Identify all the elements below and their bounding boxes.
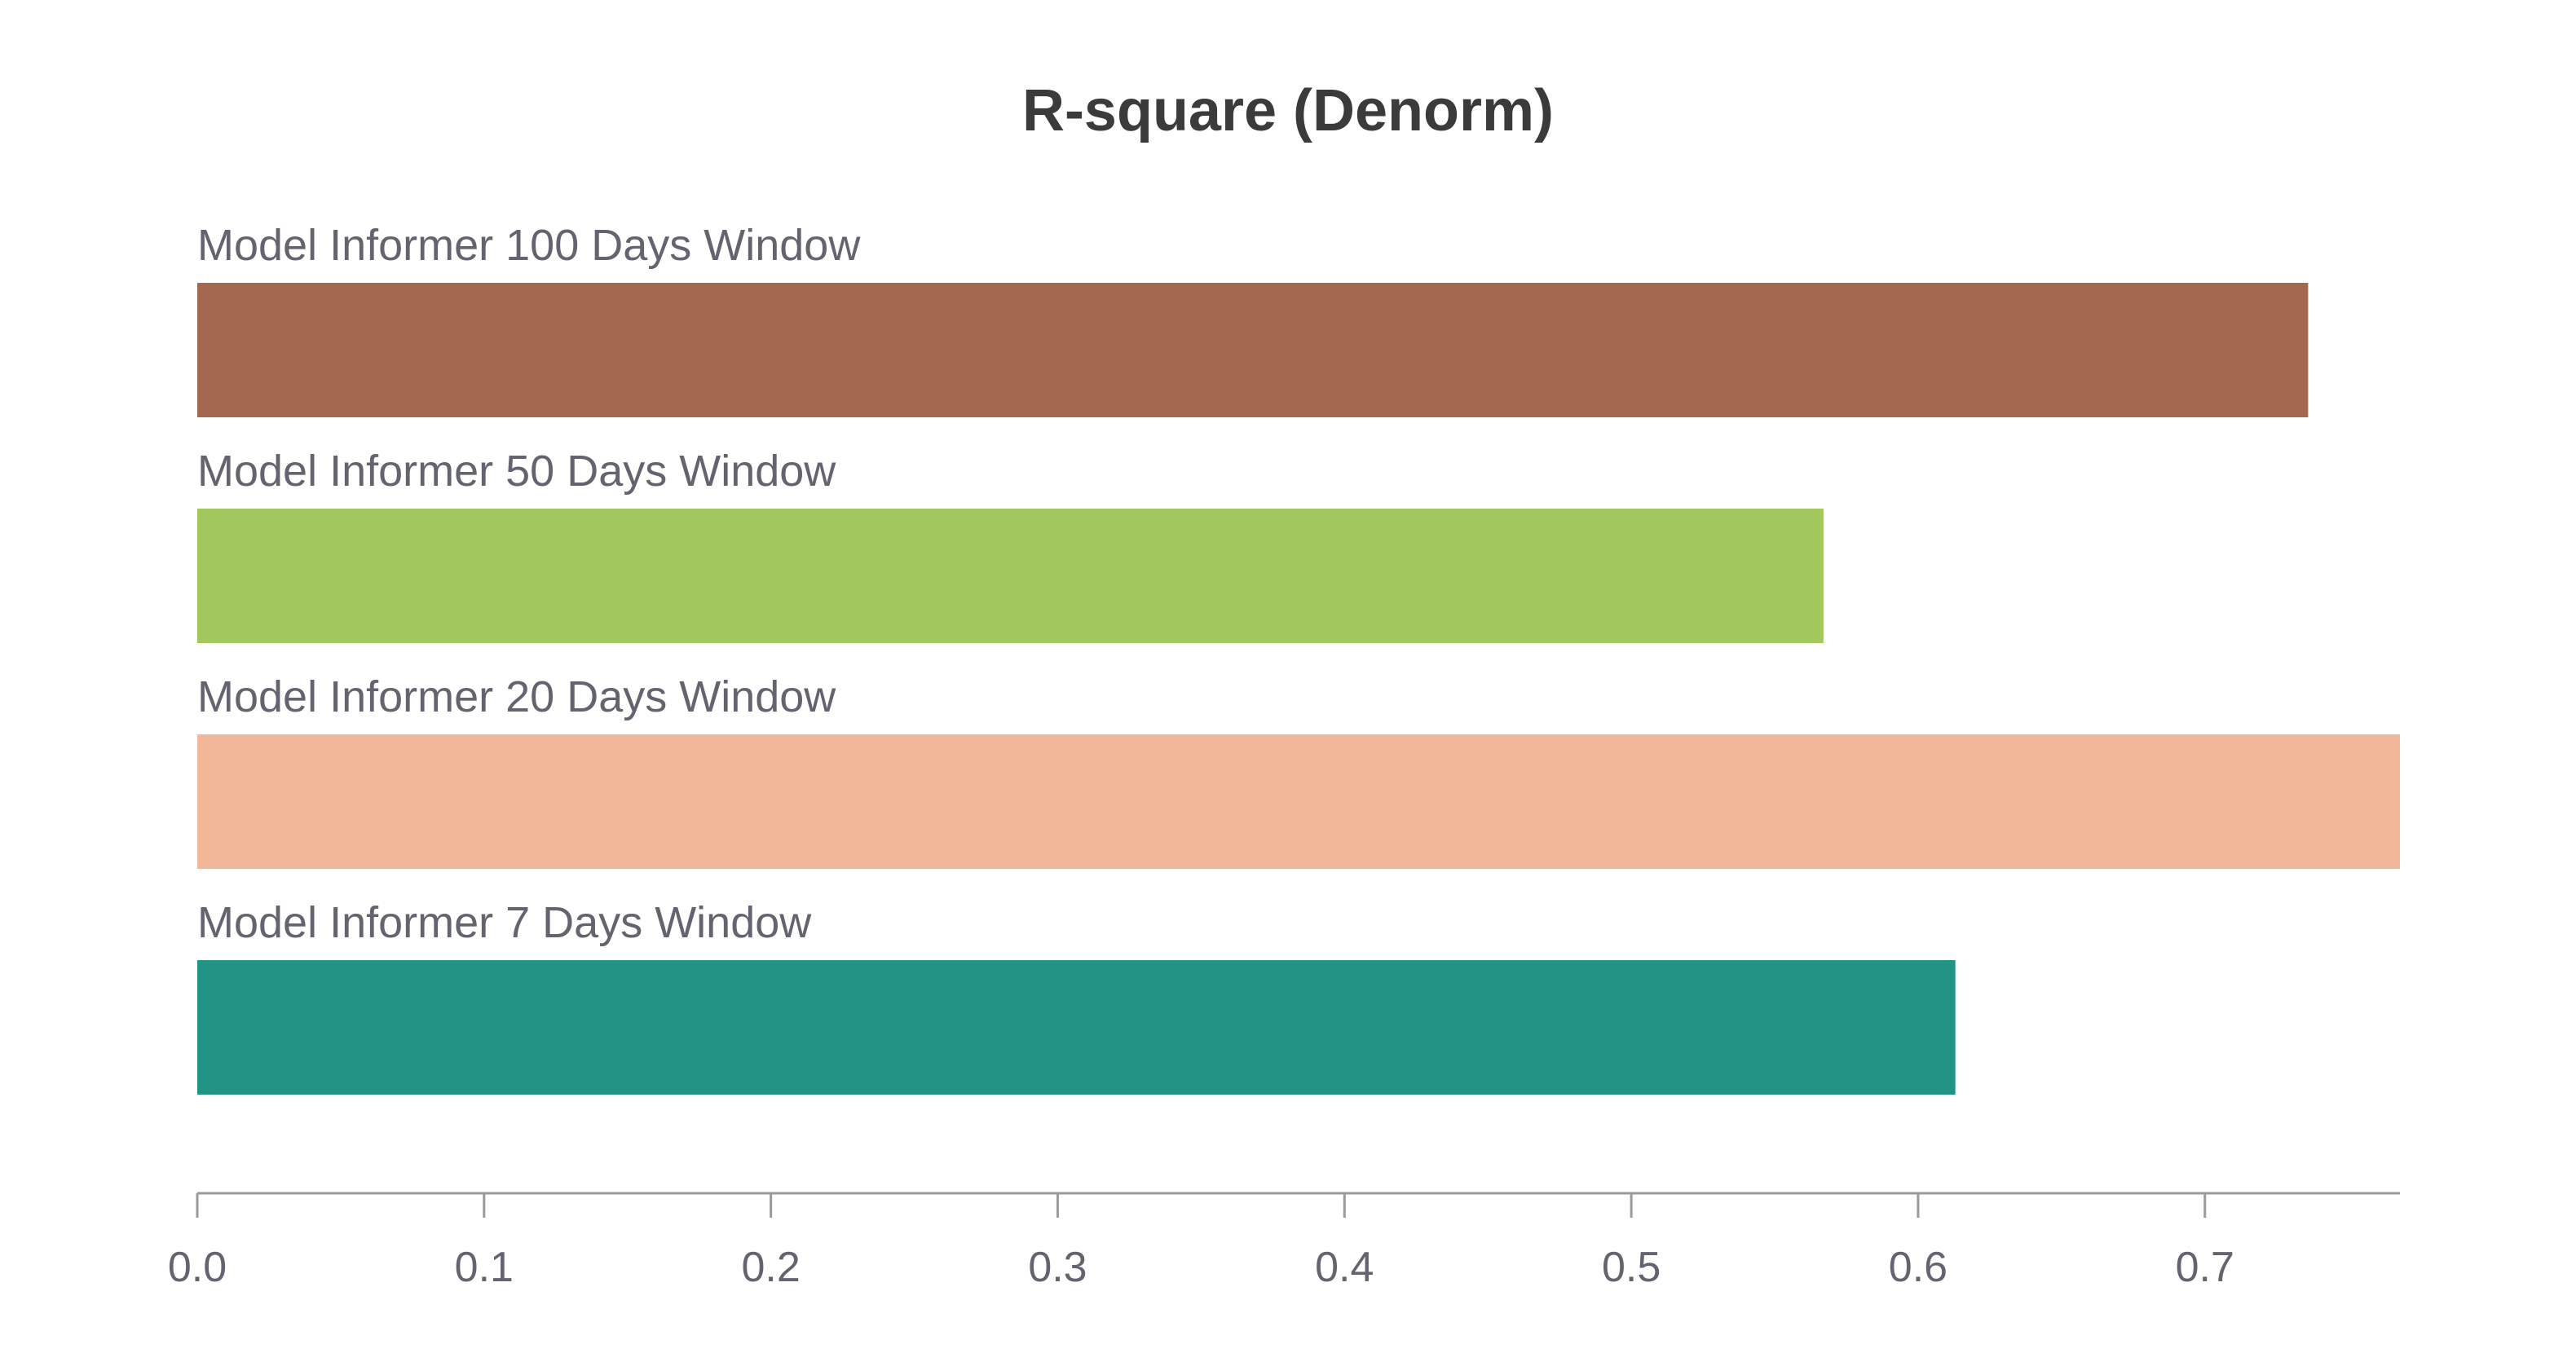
bar-label: Model Informer 50 Days Window: [197, 447, 836, 496]
x-tick-label: 0.4: [1315, 1244, 1374, 1291]
bar: [197, 960, 1956, 1095]
bar: [197, 283, 2309, 417]
x-tick-label: 0.0: [168, 1244, 227, 1291]
bar-label: Model Informer 20 Days Window: [197, 672, 836, 721]
bars-layer: Model Informer 100 Days Window Model Info…: [197, 221, 2400, 1095]
x-tick-label: 0.6: [1889, 1244, 1947, 1291]
bar: [197, 509, 1824, 643]
bar: [197, 734, 2400, 869]
x-axis: 0.0 0.1 0.2 0.3 0.4 0.5 0.6 0.7: [168, 1192, 2400, 1291]
bar-label: Model Informer 7 Days Window: [197, 898, 812, 947]
bar-label: Model Informer 100 Days Window: [197, 221, 861, 270]
x-tick-label: 0.5: [1602, 1244, 1661, 1291]
x-tick-label: 0.3: [1028, 1244, 1087, 1291]
chart-title: R-square (Denorm): [1022, 78, 1554, 143]
x-tick-label: 0.1: [455, 1244, 514, 1291]
x-tick-label: 0.2: [741, 1244, 800, 1291]
x-tick-label: 0.7: [2176, 1244, 2234, 1291]
